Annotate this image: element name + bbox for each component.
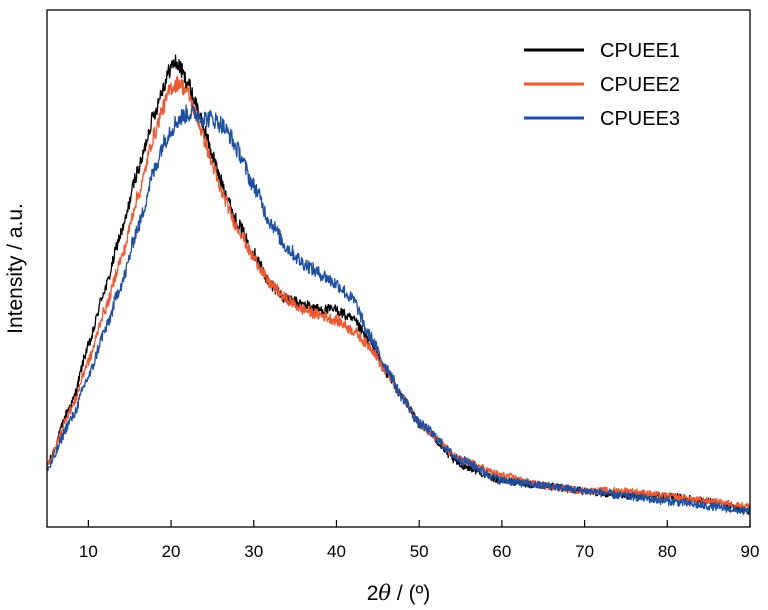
series-line-cpuee2: [46, 75, 751, 510]
x-axis-ticks: 10 20 30 40 50 60 70 80 90: [79, 520, 760, 561]
series-layer: [46, 54, 751, 516]
x-axis-label-symbol: θ: [378, 581, 391, 605]
x-tick-label: 80: [658, 542, 677, 561]
x-tick-label: 70: [575, 542, 594, 561]
x-tick-label: 10: [79, 542, 98, 561]
x-tick-label: 50: [410, 542, 429, 561]
x-axis-label: 2θ / (º): [367, 581, 431, 605]
series-line-cpuee3: [46, 104, 751, 516]
plot-frame: [46, 9, 751, 528]
y-axis-label: Intensity / a.u.: [4, 203, 27, 334]
x-tick-label: 90: [741, 542, 760, 561]
x-tick-label: 60: [492, 542, 511, 561]
x-tick-label: 30: [244, 542, 263, 561]
x-axis-label-prefix: 2: [367, 582, 379, 605]
legend-label-cpuee1: CPUEE1: [600, 40, 680, 62]
x-tick-label: 20: [162, 542, 181, 561]
legend: CPUEE1 CPUEE2 CPUEE3: [524, 40, 680, 130]
x-axis-label-suffix: / (º): [391, 582, 430, 605]
legend-label-cpuee3: CPUEE3: [600, 108, 680, 130]
x-tick-label: 40: [327, 542, 346, 561]
legend-label-cpuee2: CPUEE2: [600, 74, 680, 96]
